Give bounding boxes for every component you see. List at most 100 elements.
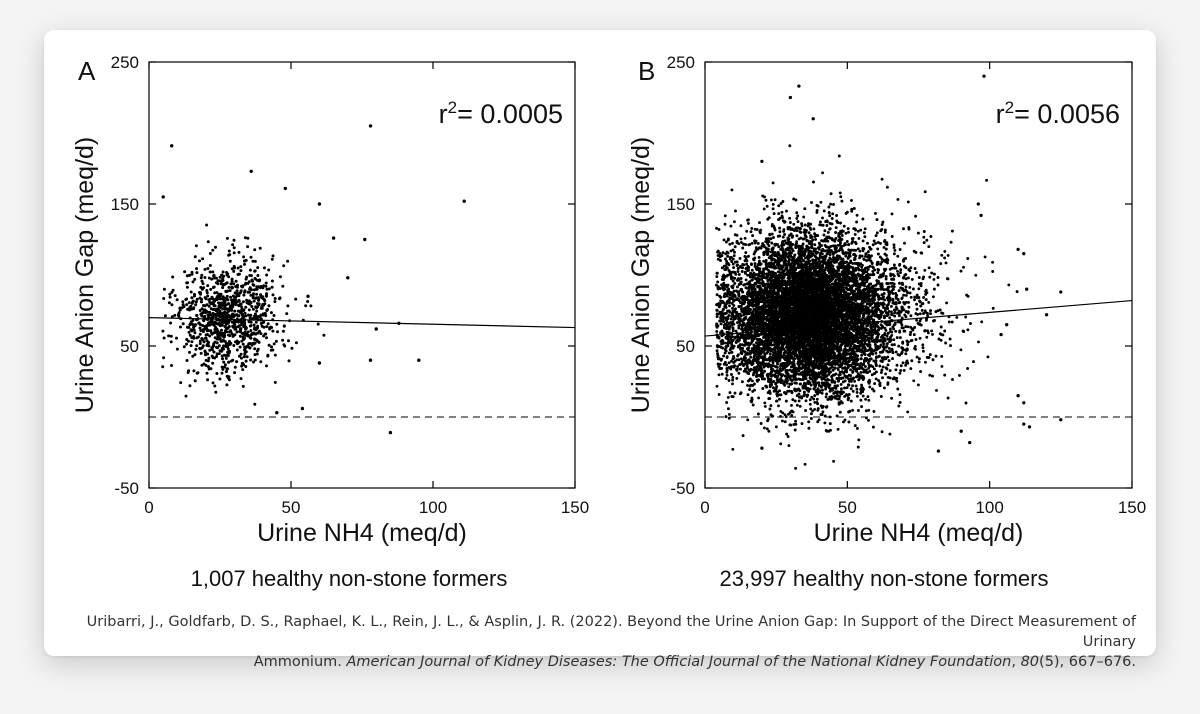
data-point [205,329,209,333]
data-point [820,377,824,381]
data-point [837,376,841,380]
data-point [195,271,199,275]
data-point [243,290,246,294]
data-point [271,254,275,258]
data-point [253,326,257,330]
data-point [193,331,197,335]
data-point [231,358,235,362]
data-point [216,332,220,336]
data-point [195,314,199,317]
data-point [718,251,722,255]
data-point [897,289,901,293]
data-point [235,330,239,334]
data-point [222,353,226,357]
data-point [917,357,921,361]
data-point [227,285,231,289]
data-point [927,266,931,270]
data-point [823,229,827,233]
data-point [721,346,725,350]
data-point [231,301,235,304]
data-point [229,330,233,334]
data-point [184,298,188,301]
data-point [208,310,212,314]
data-point [171,275,175,279]
data-point [232,269,236,273]
data-point [221,270,225,274]
data-point [249,313,253,317]
data-point [245,298,249,302]
data-point [249,358,253,362]
data-point [884,372,888,376]
data-point [245,275,249,279]
data-point [270,345,273,349]
data-point [285,312,289,316]
data-point [188,333,192,337]
data-point [220,328,223,332]
data-point [254,320,258,324]
data-point [233,291,237,295]
data-point [233,309,237,313]
data-point [820,264,824,268]
data-point [187,369,191,373]
data-point [247,313,250,317]
data-point [265,294,268,298]
data-point [898,330,902,334]
data-point [722,278,726,281]
data-point [235,313,239,317]
x-axis-label: Urine NH4 (meq/d) [257,519,467,547]
data-point [743,350,747,354]
data-point [200,287,204,291]
data-point [290,346,294,350]
data-point [227,249,231,253]
y-tick-label: 50 [120,337,139,356]
data-point [179,325,182,329]
data-point [795,234,799,238]
data-point [206,321,210,325]
data-point [901,326,905,330]
data-point [899,268,903,272]
data-point [777,245,781,249]
data-point [238,310,242,314]
panel-caption: 1,007 healthy non-stone formers [191,566,508,591]
data-point [720,372,724,376]
data-point [266,322,270,326]
data-point [287,359,291,363]
data-point [227,320,231,324]
y-tick-label: 150 [111,195,139,214]
data-point [201,282,205,286]
data-point [899,364,903,368]
data-point [260,324,264,328]
data-point [218,377,222,381]
data-point [168,292,172,296]
data-point [777,204,781,208]
data-point [281,329,285,333]
data-point [862,314,866,318]
data-point [909,295,913,299]
data-point [181,303,185,307]
data-point [247,320,251,324]
data-point [252,288,256,292]
data-point [915,318,919,322]
data-point [871,306,875,310]
data-point [866,395,870,399]
data-point [867,398,871,402]
data-point [880,368,884,372]
data-point [253,358,257,362]
data-point [244,365,248,368]
data-point [854,242,858,246]
data-point [768,352,772,356]
data-point [262,298,266,302]
y-tick-label: -50 [114,479,139,498]
data-point [821,171,825,175]
data-point [200,279,204,283]
data-point [245,301,249,305]
data-point [184,394,188,398]
data-point [717,227,721,231]
data-point [309,304,313,308]
data-point [267,287,271,291]
data-point [253,259,257,263]
data-point [247,299,251,303]
data-point [715,329,719,333]
data-point [249,274,253,278]
